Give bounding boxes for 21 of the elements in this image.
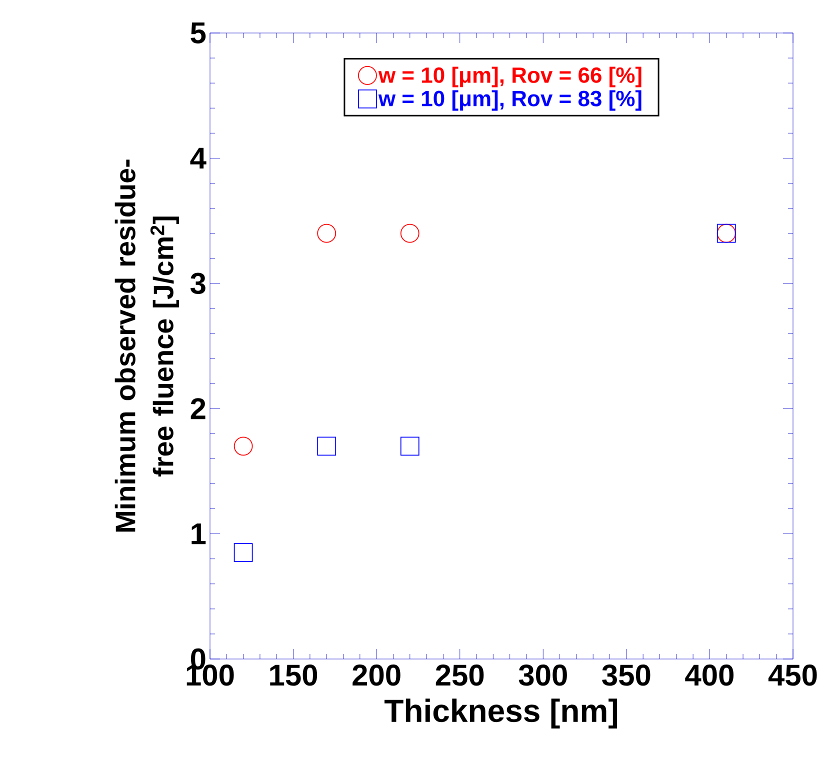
- point: [317, 224, 336, 243]
- point: [317, 436, 336, 456]
- point: [400, 224, 420, 243]
- y-tick-label: 5: [190, 22, 206, 44]
- legend-label: w = 10 [μm], Rov = 66 [%]: [378, 66, 642, 88]
- x-tick-label: 400: [685, 664, 734, 686]
- x-tick-label: 300: [518, 664, 567, 686]
- y-tick-label: 2: [190, 398, 206, 420]
- x-tick-label: 350: [602, 664, 650, 686]
- y-tick-label: 1: [192, 523, 206, 544]
- legend-label: w = 10 [μm], Rov = 83 [%]: [378, 90, 642, 111]
- point: [234, 543, 253, 562]
- point: [400, 436, 420, 456]
- point: [234, 436, 253, 456]
- x-axis-title: Thickness [nm]: [384, 698, 618, 728]
- y-tick-label: 3: [190, 272, 206, 294]
- x-tick-label: 150: [270, 664, 318, 686]
- x-tick-label: 200: [352, 664, 400, 686]
- x-tick-label: 450: [768, 664, 817, 686]
- y-tick-label: 4: [190, 148, 206, 169]
- x-tick-label: 250: [436, 664, 484, 686]
